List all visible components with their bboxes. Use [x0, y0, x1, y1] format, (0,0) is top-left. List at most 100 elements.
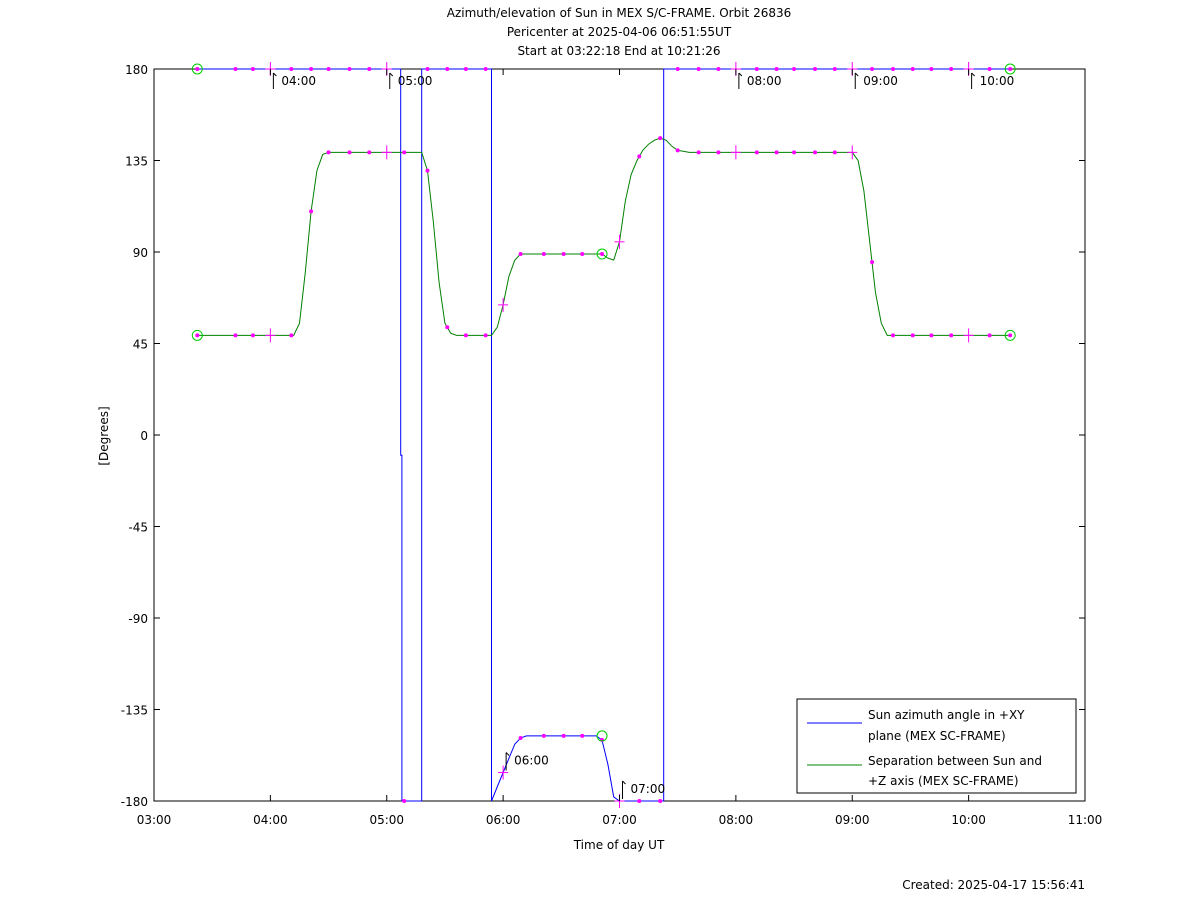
hour-annotation-arrow — [738, 72, 743, 77]
chart-title-line-3: Start at 03:22:18 End at 10:21:26 — [517, 44, 720, 58]
hour-annotation-label: 09:00 — [863, 74, 898, 88]
point-marker — [250, 67, 255, 71]
point-marker — [561, 733, 566, 738]
point-marker — [445, 325, 450, 330]
x-tick-label: 08:00 — [719, 813, 754, 827]
point-marker — [326, 67, 331, 71]
hour-annotation-arrow — [389, 72, 394, 77]
point-marker — [637, 154, 642, 159]
y-tick-label: 180 — [125, 63, 148, 77]
hour-annotation-label: 07:00 — [631, 782, 666, 796]
x-tick-label: 05:00 — [369, 813, 404, 827]
point-marker — [367, 150, 372, 155]
point-marker — [870, 67, 875, 71]
x-tick-label: 06:00 — [486, 813, 521, 827]
point-marker — [754, 150, 759, 155]
point-marker — [813, 150, 818, 155]
y-tick-label: 135 — [125, 155, 148, 169]
point-marker — [289, 333, 294, 338]
point-marker — [832, 67, 837, 71]
point-marker — [195, 67, 200, 71]
x-tick-label: 04:00 — [253, 813, 288, 827]
point-marker — [774, 67, 779, 71]
plot-area — [153, 68, 1086, 802]
point-marker — [445, 67, 450, 71]
legend-label-azimuth-2: plane (MEX SC-FRAME) — [868, 729, 1006, 743]
x-axis-label: Time of day UT — [573, 838, 665, 852]
x-tick-label: 09:00 — [835, 813, 870, 827]
chart-title-line-2: Pericenter at 2025-04-06 06:51:55UT — [507, 25, 732, 39]
marker-layer — [191, 62, 1016, 808]
point-marker — [949, 67, 954, 71]
point-marker — [541, 733, 546, 738]
hour-annotation-label: 05:00 — [398, 74, 433, 88]
series-layer — [197, 68, 1011, 802]
point-marker — [929, 333, 934, 338]
x-tick-label: 03:00 — [137, 813, 172, 827]
point-marker — [774, 150, 779, 155]
created-footer: Created: 2025-04-17 15:56:41 — [902, 878, 1085, 892]
point-marker — [813, 67, 818, 71]
legend-label-separation-1: Separation between Sun and — [868, 754, 1042, 768]
point-marker — [250, 333, 255, 338]
point-marker — [675, 148, 680, 153]
point-marker — [463, 67, 468, 71]
point-marker — [1008, 67, 1013, 71]
hour-annotation-label: 08:00 — [747, 74, 782, 88]
point-marker — [832, 150, 837, 155]
point-marker — [518, 252, 523, 257]
point-marker — [910, 333, 915, 338]
legend-box — [796, 698, 1077, 794]
point-marker — [425, 67, 430, 71]
hour-annotation-label: 06:00 — [514, 754, 549, 768]
legend-label-azimuth-1: Sun azimuth angle in +XY — [868, 708, 1025, 722]
point-marker — [910, 67, 915, 71]
y-tick-label: -180 — [121, 795, 148, 809]
hour-annotation-arrow — [505, 752, 510, 756]
y-tick-label: 45 — [133, 338, 148, 352]
point-marker — [402, 150, 407, 155]
point-marker — [367, 67, 372, 71]
pericenter-circle — [596, 248, 608, 260]
point-marker — [716, 67, 721, 71]
point-marker — [1008, 333, 1013, 338]
x-tick-label: 11:00 — [1068, 813, 1103, 827]
hour-annotation-label: 10:00 — [980, 74, 1015, 88]
point-marker — [987, 333, 992, 338]
legend: Sun azimuth angle in +XY plane (MEX SC-F… — [796, 698, 1077, 794]
y-tick-label: -90 — [128, 612, 148, 626]
point-marker — [754, 67, 759, 71]
point-marker — [637, 799, 642, 803]
y-tick-label: -45 — [128, 521, 148, 535]
hour-annotation-arrow — [622, 780, 626, 785]
point-marker — [716, 150, 721, 155]
point-marker — [890, 67, 895, 71]
point-marker — [580, 733, 585, 738]
point-marker — [289, 67, 294, 71]
point-marker — [309, 67, 314, 71]
point-marker — [658, 136, 663, 141]
point-marker — [792, 150, 797, 155]
point-marker — [347, 67, 352, 71]
endpoint-circle — [191, 63, 203, 75]
y-tick-label: 0 — [140, 429, 148, 443]
point-marker — [870, 260, 875, 265]
point-marker — [195, 333, 200, 338]
point-marker — [890, 333, 895, 338]
hour-annotation-arrow — [971, 72, 975, 77]
point-marker — [600, 252, 605, 257]
series-line-separation — [197, 137, 1011, 336]
point-marker — [561, 252, 566, 257]
point-marker — [402, 799, 407, 803]
point-marker — [696, 67, 701, 71]
point-marker — [987, 67, 992, 71]
point-marker — [483, 333, 488, 338]
chart-title-line-1: Azimuth/elevation of Sun in MEX S/C-FRAM… — [447, 6, 792, 20]
pericenter-circle — [596, 730, 608, 742]
tick-layer: 03:00 04:00 05:00 06:00 07:00 08:00 09:00 10:00… — [121, 63, 1103, 827]
point-marker — [309, 209, 314, 214]
x-tick-label: 07:00 — [602, 813, 637, 827]
hour-annotation-arrow — [854, 72, 859, 77]
point-marker — [658, 799, 663, 803]
